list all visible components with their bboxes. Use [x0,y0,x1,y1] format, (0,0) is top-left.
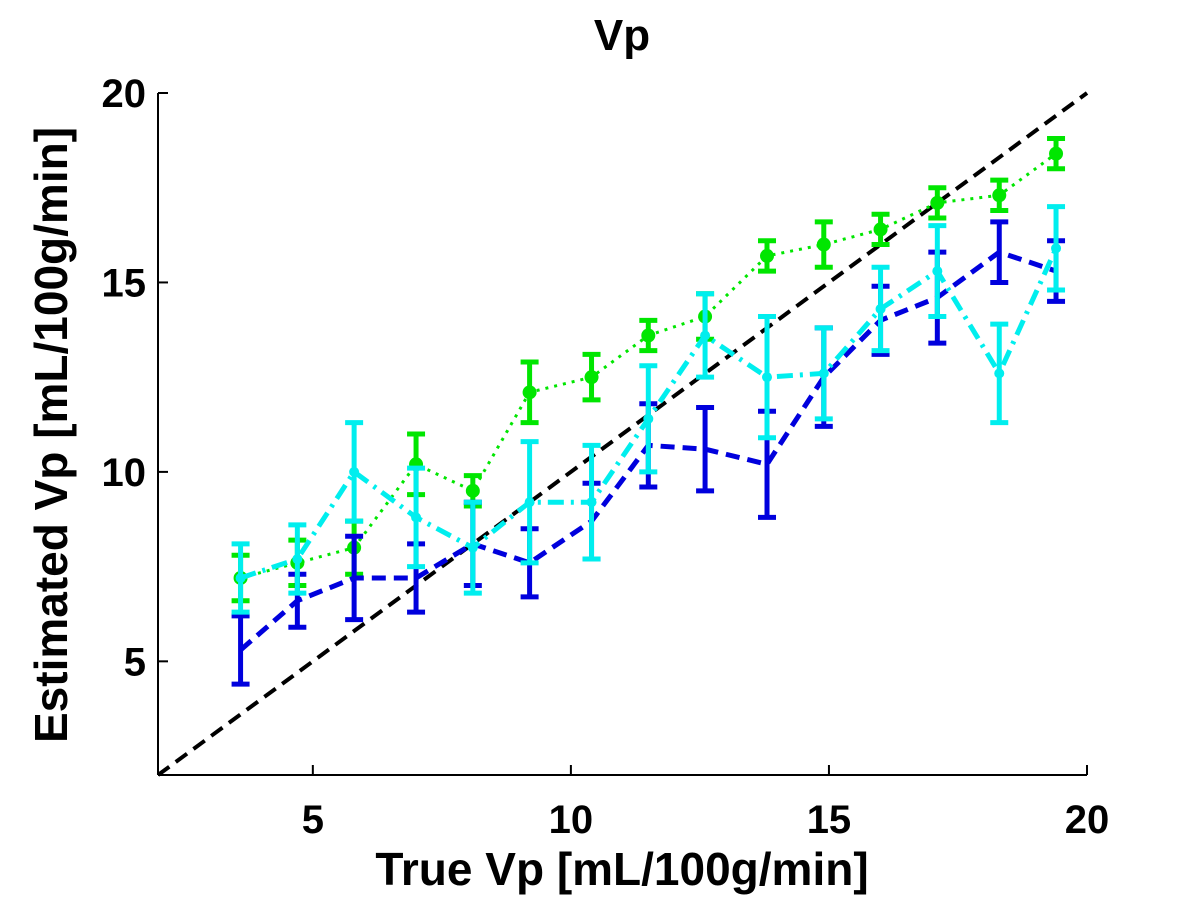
data-point [641,328,656,343]
data-point [349,466,360,477]
plot-area [156,91,1089,777]
x-tick-label: 15 [807,798,852,842]
data-point [994,368,1005,379]
data-point [524,497,535,508]
data-point [292,554,303,565]
data-point [816,237,831,252]
x-axis-label: True Vp [mL/100g/min] [375,843,868,895]
data-point [932,266,943,277]
data-point [762,372,773,383]
data-point [1051,243,1062,254]
y-tick-label: 15 [102,261,147,305]
chart-title: Vp [594,11,650,60]
x-tick-label: 5 [302,798,324,842]
data-point [643,413,654,424]
data-point [411,512,422,523]
data-point [235,572,246,583]
y-tick-label: 20 [102,72,147,116]
data-point [700,330,711,341]
data-point [586,497,597,508]
data-point [760,248,775,263]
data-point [992,188,1007,203]
data-point [875,303,886,314]
data-point [522,385,537,400]
data-point [1049,146,1064,161]
data-point [930,195,945,210]
y-axis-label: Estimated Vp [mL/100g/min] [25,127,77,743]
data-point [584,370,599,385]
data-point [873,222,888,237]
data-point [467,542,478,553]
y-tick-label: 5 [124,640,146,684]
data-point [818,368,829,379]
identity-line [156,91,1089,777]
x-tick-label: 10 [549,798,594,842]
series-2 [231,204,1066,615]
data-point [465,483,480,498]
axes: 5 10 15 20 5 10 15 20 [102,72,1110,842]
x-tick-label: 20 [1065,798,1110,842]
y-tick-label: 10 [102,451,147,495]
